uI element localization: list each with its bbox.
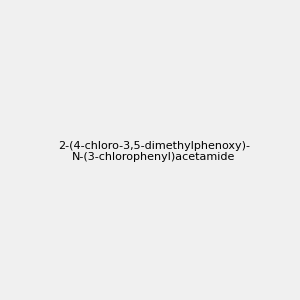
Text: 2-(4-chloro-3,5-dimethylphenoxy)-
N-(3-chlorophenyl)acetamide: 2-(4-chloro-3,5-dimethylphenoxy)- N-(3-c… <box>58 141 250 162</box>
